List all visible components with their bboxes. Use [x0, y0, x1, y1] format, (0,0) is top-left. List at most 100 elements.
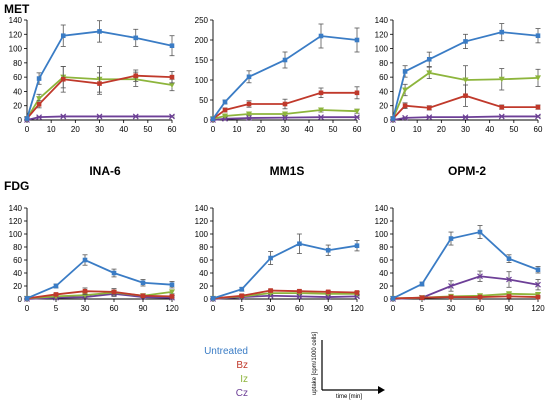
x-tick-label: 5: [420, 304, 425, 313]
x-tick-label: 60: [476, 304, 485, 313]
legend-entry-iz: Iz: [240, 374, 248, 385]
series-line-cz: [26, 115, 172, 121]
series-line-untreated: [392, 31, 539, 119]
data-point-iz: [354, 108, 360, 115]
x-tick-label: 0: [25, 304, 30, 313]
data-point-bz: [402, 103, 408, 109]
data-point-bz: [169, 74, 175, 80]
data-point-bz: [477, 294, 483, 300]
y-tick-label: 100: [9, 230, 23, 239]
data-point-cz: [354, 114, 360, 121]
series-line-bz: [26, 290, 173, 300]
x-tick-label: 60: [110, 304, 119, 313]
series-line-untreated: [212, 242, 358, 300]
x-tick-label: 40: [485, 125, 494, 134]
y-tick-label: 80: [13, 243, 22, 252]
x-tick-label: 50: [329, 125, 338, 134]
y-tick-label: 0: [384, 295, 389, 304]
panel-fdg-opm-2: 0 20 40 60 80 100 120 140 0 5 30 60 90 120: [375, 204, 546, 313]
series-line-iz: [212, 109, 358, 120]
data-point-bz: [325, 289, 331, 295]
x-tick-label: 120: [531, 304, 545, 313]
series-line-bz: [212, 289, 358, 300]
x-tick-label: 60: [353, 125, 362, 134]
data-point-untreated: [535, 33, 541, 39]
y-tick-label: 60: [199, 256, 208, 265]
row-label-fdg: FDG: [4, 179, 29, 193]
x-tick-label: 40: [305, 125, 314, 134]
series-line-cz: [26, 292, 173, 300]
data-point-untreated: [36, 76, 42, 81]
data-point-bz: [222, 107, 228, 113]
data-point-bz: [97, 81, 102, 86]
data-point-untreated: [390, 116, 396, 121]
x-tick-label: 0: [211, 304, 216, 313]
data-point-bz: [426, 105, 432, 111]
y-tick-label: 200: [195, 36, 209, 45]
data-point-iz: [282, 111, 288, 117]
x-tick-label: 30: [447, 304, 456, 313]
y-tick-label: 120: [375, 217, 389, 226]
x-tick-label: 0: [391, 304, 396, 313]
y-tick-label: 0: [18, 295, 23, 304]
data-point-iz: [535, 291, 541, 298]
y-tick-label: 140: [195, 204, 209, 213]
x-tick-label: 90: [324, 304, 333, 313]
data-point-untreated: [535, 267, 541, 273]
x-tick-label: 30: [281, 125, 290, 134]
data-point-cz: [535, 113, 541, 120]
data-point-cz: [169, 113, 175, 120]
data-point-untreated: [297, 241, 302, 247]
series-line-bz: [26, 74, 173, 120]
y-tick-label: 120: [9, 217, 23, 226]
axis-key: uptake [cpm/1000 cells] time [min]: [312, 332, 385, 400]
y-tick-label: 140: [9, 204, 23, 213]
data-point-cz: [506, 276, 512, 283]
data-point-untreated: [24, 296, 30, 301]
series-line-untreated: [26, 258, 173, 300]
y-tick-label: 150: [195, 56, 209, 65]
data-point-cz: [96, 113, 103, 120]
panel-fdg-mm1s: 0 20 40 60 80 100 120 140 0 5 30 60 90 120: [195, 204, 365, 313]
x-tick-label: 20: [437, 125, 446, 134]
data-point-cz: [426, 114, 433, 121]
series-line-untreated: [26, 30, 173, 119]
y-tick-label: 60: [379, 73, 388, 82]
data-point-cz: [318, 114, 324, 121]
data-point-iz: [169, 289, 175, 295]
data-point-bz: [463, 93, 468, 99]
data-point-untreated: [282, 57, 288, 63]
data-point-cz: [36, 114, 43, 121]
y-tick-label: 20: [199, 282, 208, 291]
data-point-bz: [282, 101, 288, 107]
data-point-untreated: [140, 280, 146, 286]
series-line-iz: [26, 76, 173, 120]
x-tick-label: 50: [509, 125, 518, 134]
data-point-untreated: [53, 283, 59, 289]
axis-key-y-label: uptake [cpm/1000 cells]: [312, 332, 318, 395]
data-point-untreated: [448, 236, 454, 241]
data-point-bz: [36, 101, 42, 107]
x-tick-label: 90: [139, 304, 148, 313]
data-point-untreated: [239, 286, 245, 292]
data-point-bz: [246, 101, 252, 107]
y-tick-label: 40: [379, 269, 388, 278]
data-point-untreated: [463, 39, 468, 44]
y-tick-label: 40: [199, 269, 208, 278]
series-line-untreated: [212, 35, 358, 120]
data-point-untreated: [97, 29, 102, 34]
x-tick-label: 120: [350, 304, 364, 313]
data-point-bz: [499, 104, 505, 110]
column-title-mm1s: MM1S: [270, 164, 305, 178]
data-point-untreated: [24, 116, 30, 121]
data-point-bz: [297, 288, 302, 294]
y-tick-label: 100: [195, 76, 209, 85]
y-tick-label: 140: [9, 16, 23, 25]
data-point-untreated: [390, 296, 396, 301]
x-tick-label: 60: [295, 304, 304, 313]
y-tick-label: 140: [375, 16, 389, 25]
y-tick-label: 140: [375, 204, 389, 213]
data-point-cz: [462, 114, 469, 121]
data-point-untreated: [354, 243, 360, 248]
x-tick-label: 20: [257, 125, 266, 134]
